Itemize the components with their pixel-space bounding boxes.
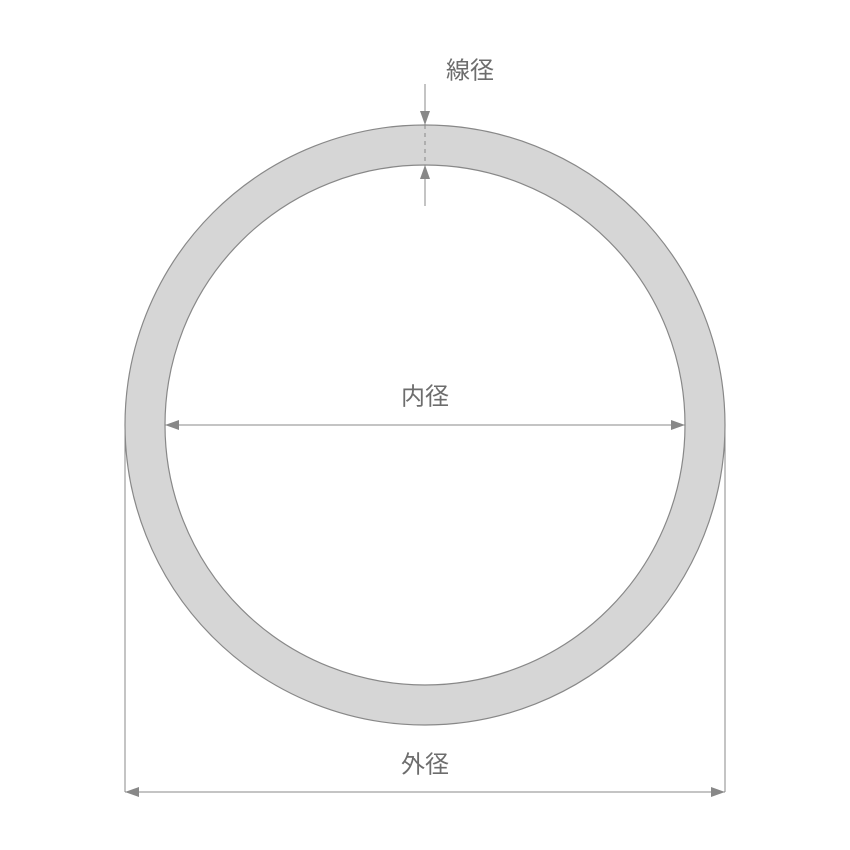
ring-dimension-diagram: 線径内径外径 (0, 0, 850, 850)
outer-diameter-label: 外径 (401, 745, 449, 780)
wire-diameter-label: 線径 (446, 51, 494, 86)
arrowhead (165, 420, 179, 430)
arrowhead (420, 111, 430, 125)
arrowhead (671, 420, 685, 430)
arrowhead (125, 787, 139, 797)
arrowhead (711, 787, 725, 797)
inner-diameter-label: 内径 (401, 377, 449, 412)
arrowhead (420, 165, 430, 179)
